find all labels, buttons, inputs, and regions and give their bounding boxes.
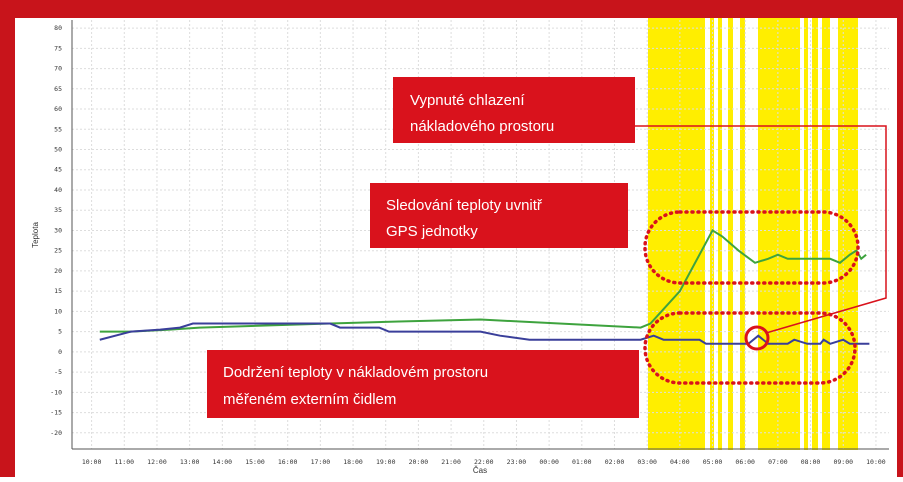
x-tick-label: 19:00 <box>376 458 396 466</box>
x-tick-label: 20:00 <box>409 458 429 466</box>
x-tick-label: 06:00 <box>735 458 755 466</box>
annotation-text: Dodržení teploty v nákladovém prostoru <box>223 364 488 381</box>
annotation-text: Sledování teploty uvnitř <box>386 197 543 214</box>
y-tick-label: 20 <box>54 267 62 275</box>
y-tick-label: -5 <box>54 368 62 376</box>
callout-circle <box>744 325 770 351</box>
callout-line <box>635 125 887 334</box>
x-tick-label: 17:00 <box>311 458 331 466</box>
x-tick-label: 14:00 <box>213 458 233 466</box>
y-axis-label: Teplota <box>31 222 40 248</box>
y-tick-label: 10 <box>54 307 62 315</box>
y-tick-label: 70 <box>54 65 62 73</box>
highlight-ellipse <box>643 311 857 385</box>
x-tick-label: 09:00 <box>833 458 853 466</box>
y-tick-label: 65 <box>54 85 62 93</box>
x-tick-label: 01:00 <box>572 458 592 466</box>
y-tick-label: 40 <box>54 186 62 194</box>
x-tick-label: 13:00 <box>180 458 200 466</box>
annotation-text: GPS jednotky <box>386 223 478 240</box>
y-tick-label: -20 <box>50 429 62 437</box>
x-tick-label: 02:00 <box>605 458 625 466</box>
x-tick-label: 03:00 <box>637 458 657 466</box>
y-tick-label: 35 <box>54 206 62 214</box>
y-tick-label: 0 <box>58 348 62 356</box>
highlight-ellipse <box>643 210 860 285</box>
annotation-text: měřeném externím čidlem <box>223 391 396 408</box>
x-tick-label: 04:00 <box>670 458 690 466</box>
x-tick-label: 05:00 <box>703 458 723 466</box>
y-tick-label: 55 <box>54 125 62 133</box>
annotation-text: nákladového prostoru <box>410 118 554 135</box>
x-axis-label: Čas <box>473 466 487 475</box>
annotation-text: Vypnuté chlazení <box>410 92 525 109</box>
y-tick-label: 30 <box>54 226 62 234</box>
annotation-box <box>370 183 628 248</box>
x-tick-label: 07:00 <box>768 458 788 466</box>
x-tick-label: 22:00 <box>474 458 494 466</box>
y-tick-label: 75 <box>54 44 62 52</box>
y-tick-label: -15 <box>50 409 62 417</box>
annotation-box <box>393 77 635 143</box>
alarm-bands <box>648 18 858 450</box>
y-tick-label: 25 <box>54 247 62 255</box>
x-tick-label: 15:00 <box>245 458 265 466</box>
y-tick-label: 45 <box>54 166 62 174</box>
x-tick-label: 08:00 <box>801 458 821 466</box>
x-tick-label: 11:00 <box>114 458 134 466</box>
x-tick-label: 00:00 <box>539 458 559 466</box>
y-tick-label: 15 <box>54 287 62 295</box>
x-tick-label: 23:00 <box>507 458 527 466</box>
x-tick-label: 21:00 <box>441 458 461 466</box>
y-tick-label: -10 <box>50 388 62 396</box>
series-line <box>99 322 870 345</box>
x-tick-label: 10:00 <box>866 458 886 466</box>
y-tick-label: 50 <box>54 146 62 154</box>
y-tick-label: 5 <box>58 328 62 336</box>
x-tick-label: 18:00 <box>343 458 363 466</box>
x-tick-label: 16:00 <box>278 458 298 466</box>
annotation-box <box>207 350 639 418</box>
x-tick-label: 10:00 <box>82 458 102 466</box>
y-tick-label: 80 <box>54 24 62 32</box>
x-tick-label: 12:00 <box>147 458 167 466</box>
y-tick-label: 60 <box>54 105 62 113</box>
